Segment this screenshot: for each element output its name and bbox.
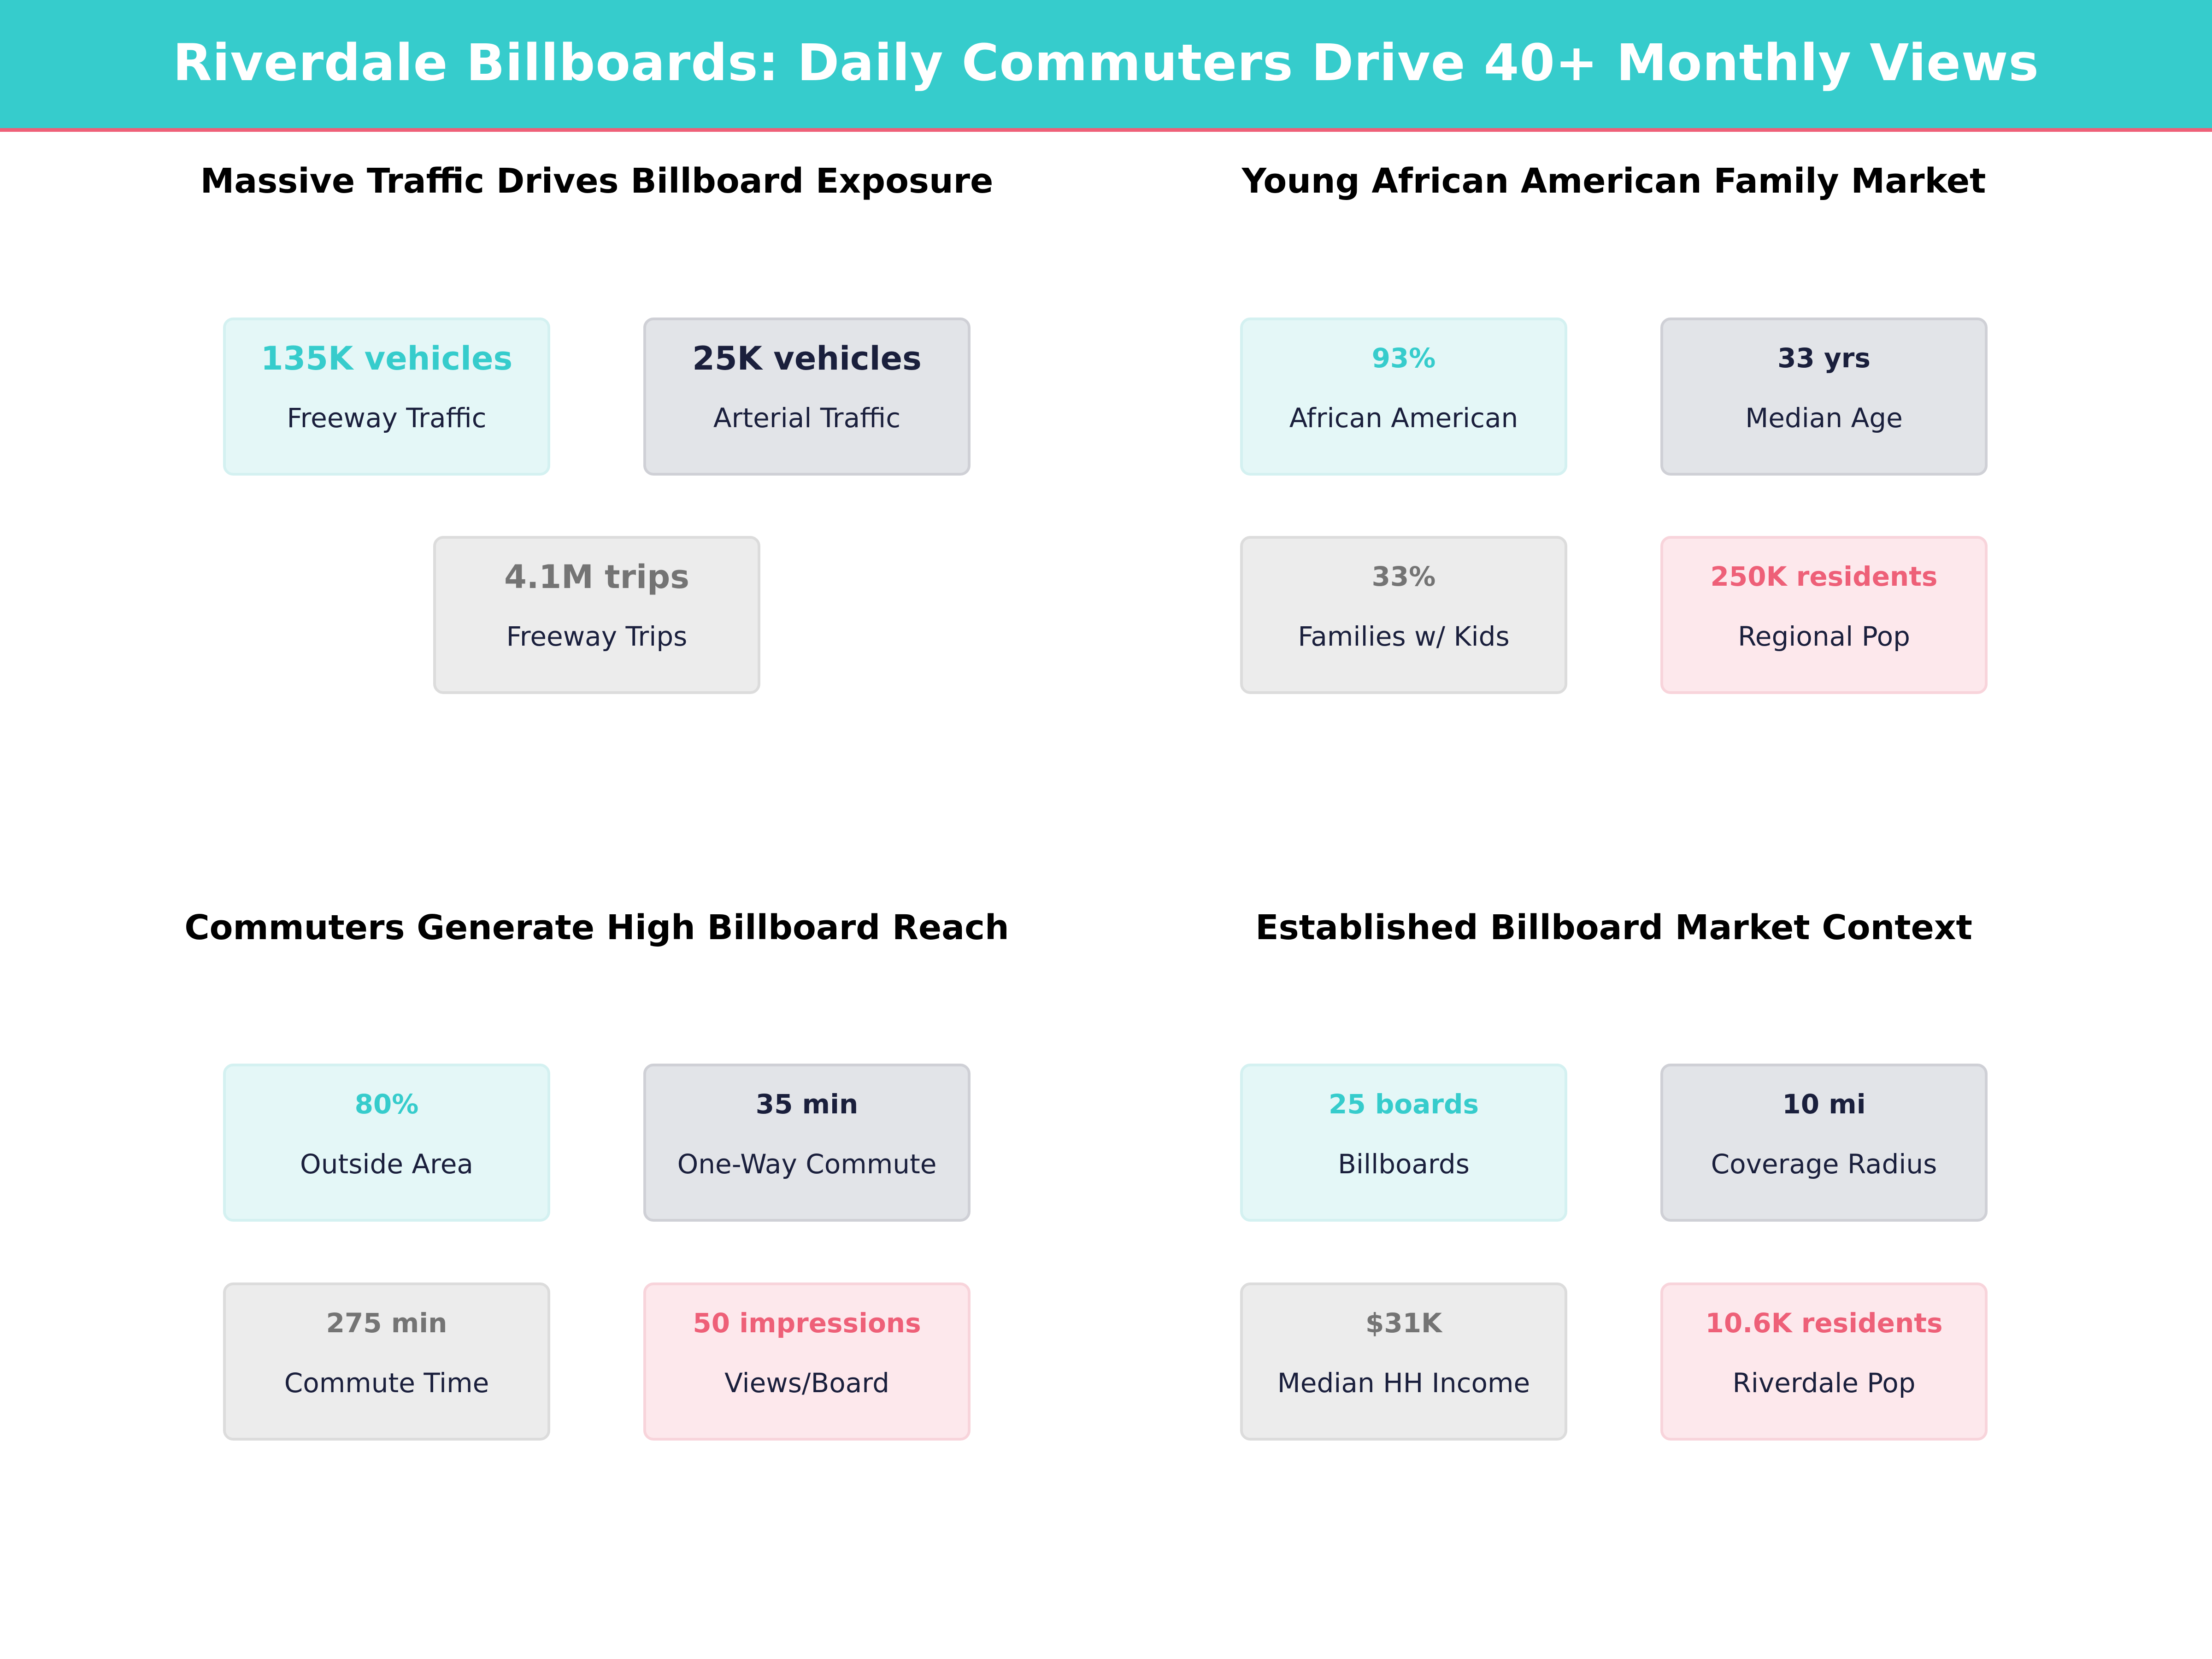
- stat-label: Families w/ Kids: [1298, 621, 1510, 652]
- stat-value: 35 min: [755, 1088, 859, 1120]
- stat-value: 33%: [1371, 561, 1436, 592]
- stat-value: 93%: [1371, 342, 1436, 374]
- stat-card-views-per-board: 50 impressions Views/Board: [643, 1282, 971, 1441]
- stat-card-freeway-trips: 4.1M trips Freeway Trips: [433, 536, 760, 694]
- stat-label: Median HH Income: [1277, 1367, 1530, 1399]
- panel-title-traffic: Massive Traffic Drives Billboard Exposur…: [200, 161, 994, 201]
- stat-value: 275 min: [326, 1307, 447, 1339]
- stat-label: Riverdale Pop: [1732, 1367, 1916, 1399]
- stat-card-median-age: 33 yrs Median Age: [1660, 318, 1988, 476]
- stat-label: Arterial Traffic: [713, 402, 901, 434]
- stat-card-families-with-kids: 33% Families w/ Kids: [1240, 536, 1567, 694]
- stat-value: 33 yrs: [1777, 342, 1871, 374]
- stat-label: Outside Area: [300, 1148, 473, 1180]
- stat-value: 10 mi: [1782, 1088, 1866, 1120]
- stat-card-african-american: 93% African American: [1240, 318, 1567, 476]
- stat-value: $31K: [1365, 1307, 1442, 1339]
- panel-title-commuters: Commuters Generate High Billboard Reach: [184, 908, 1009, 947]
- stat-label: African American: [1289, 402, 1518, 434]
- stat-value: 10.6K residents: [1705, 1307, 1943, 1339]
- stat-value: 80%: [354, 1088, 419, 1120]
- panel-title-market-context: Established Billboard Market Context: [1255, 908, 1972, 947]
- panel-title-demographics: Young African American Family Market: [1241, 161, 1986, 201]
- stat-value: 25 boards: [1328, 1088, 1479, 1120]
- stat-label: Freeway Trips: [506, 621, 688, 652]
- stat-value: 250K residents: [1710, 561, 1938, 592]
- stat-value: 135K vehicles: [260, 340, 513, 377]
- stat-card-regional-pop: 250K residents Regional Pop: [1660, 536, 1988, 694]
- stat-card-riverdale-pop: 10.6K residents Riverdale Pop: [1660, 1282, 1988, 1441]
- stat-label: One-Way Commute: [677, 1148, 937, 1180]
- stat-label: Commute Time: [284, 1367, 489, 1399]
- stat-card-one-way-commute: 35 min One-Way Commute: [643, 1064, 971, 1222]
- header-accent-line: [0, 128, 2212, 132]
- page-header: Riverdale Billboards: Daily Commuters Dr…: [0, 0, 2212, 128]
- stat-card-outside-area: 80% Outside Area: [223, 1064, 550, 1222]
- stat-card-arterial-traffic: 25K vehicles Arterial Traffic: [643, 318, 971, 476]
- stat-value: 50 impressions: [693, 1307, 921, 1339]
- stat-card-commute-time: 275 min Commute Time: [223, 1282, 550, 1441]
- stat-label: Median Age: [1745, 402, 1903, 434]
- stat-card-freeway-traffic: 135K vehicles Freeway Traffic: [223, 318, 550, 476]
- stat-label: Coverage Radius: [1711, 1148, 1937, 1180]
- stat-label: Regional Pop: [1738, 621, 1910, 652]
- stat-value: 25K vehicles: [692, 340, 922, 377]
- stat-card-billboards: 25 boards Billboards: [1240, 1064, 1567, 1222]
- stat-label: Billboards: [1338, 1148, 1470, 1180]
- stat-label: Views/Board: [724, 1367, 889, 1399]
- page-title: Riverdale Billboards: Daily Commuters Dr…: [173, 33, 2039, 92]
- stat-label: Freeway Traffic: [287, 402, 487, 434]
- stat-card-median-hh-income: $31K Median HH Income: [1240, 1282, 1567, 1441]
- stat-card-coverage-radius: 10 mi Coverage Radius: [1660, 1064, 1988, 1222]
- stat-value: 4.1M trips: [504, 558, 689, 596]
